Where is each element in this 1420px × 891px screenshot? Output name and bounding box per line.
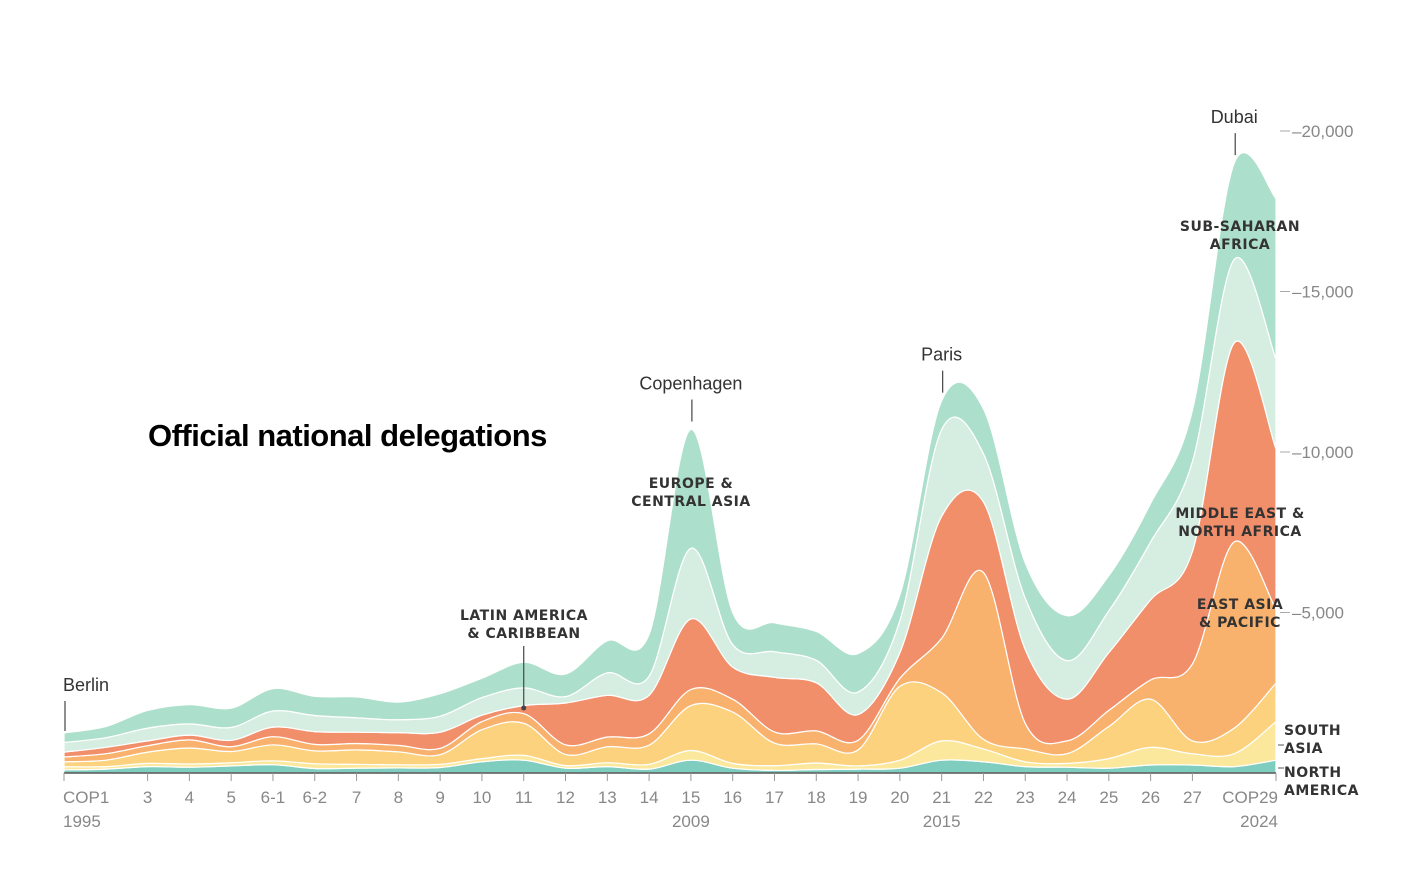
series-label-line: AFRICA: [1210, 237, 1271, 253]
chart-title: Official national delegations: [148, 418, 547, 453]
x-tick-label: 8: [394, 788, 403, 807]
series-label-middle-east-and-north-africa: MIDDLE EAST & NORTH AFRICA: [1175, 506, 1304, 540]
series-label-line: AMERICA: [1284, 783, 1359, 799]
x-tick-label: 16: [723, 788, 742, 807]
x-tick-label: 9: [435, 788, 444, 807]
series-leader-dot: [521, 705, 527, 711]
y-tick-label: –20,000: [1292, 122, 1353, 141]
year-label: 2015: [923, 812, 961, 831]
series-label-line: ASIA: [1284, 741, 1323, 757]
series-label-europe-and-central-asia: EUROPE & CENTRAL ASIA: [631, 476, 750, 510]
x-tick-label: 24: [1058, 788, 1077, 807]
year-label: 2009: [672, 812, 710, 831]
x-tick-label: 25: [1099, 788, 1118, 807]
series-label-north-america: NORTH AMERICA: [1284, 765, 1359, 799]
y-tick-label: –10,000: [1292, 443, 1353, 462]
series-label-line: MIDDLE EAST &: [1175, 506, 1304, 522]
series-label-south-asia: SOUTH ASIA: [1284, 723, 1341, 757]
y-tick-label: –5,000: [1292, 604, 1344, 623]
series-label-line: EAST ASIA: [1197, 597, 1283, 613]
series-label-latin-america-and-caribbean: LATIN AMERICA & CARIBBEAN: [460, 608, 588, 642]
x-tick-label: COP29: [1222, 788, 1278, 807]
x-tick-label: 20: [890, 788, 909, 807]
series-label-line: NORTH: [1284, 765, 1342, 781]
area-europe-and-central-asia: [63, 152, 1277, 744]
x-tick-label: 22: [974, 788, 993, 807]
annotation-paris: Paris: [921, 345, 962, 365]
x-tick-label: 7: [352, 788, 361, 807]
x-tick-label: 19: [849, 788, 868, 807]
x-tick-label: 6-2: [302, 788, 327, 807]
x-axis: COP1 3 4 5 6-1 6-2 7 8 9 10 11 12 13 14 15 16 17 18 19 20 21…: [63, 773, 1278, 831]
x-tick-label: COP1: [63, 788, 109, 807]
stream-areas: [63, 152, 1277, 774]
series-label-line: NORTH AFRICA: [1178, 524, 1301, 540]
x-tick-label: 18: [807, 788, 826, 807]
x-tick-label: 27: [1183, 788, 1202, 807]
series-label-east-asia-and-pacific: EAST ASIA & PACIFIC: [1197, 597, 1283, 631]
series-label-line: SUB-SAHARAN: [1180, 219, 1300, 235]
year-label: 1995: [63, 812, 101, 831]
series-label-sub-saharan-africa: SUB-SAHARAN AFRICA: [1180, 219, 1300, 253]
x-tick-label: 12: [556, 788, 575, 807]
y-axis: –5,000 –10,000 –15,000 –20,000: [1280, 122, 1353, 623]
x-tick-label: 13: [598, 788, 617, 807]
x-tick-label: 3: [143, 788, 152, 807]
series-label-line: & CARIBBEAN: [467, 626, 580, 642]
series-label-line: EUROPE &: [649, 476, 734, 492]
x-tick-label: 23: [1016, 788, 1035, 807]
annotation-copenhagen: Copenhagen: [639, 374, 742, 394]
series-label-line: & PACIFIC: [1199, 615, 1281, 631]
annotation-dubai: Dubai: [1211, 107, 1258, 127]
y-tick-label: –15,000: [1292, 283, 1353, 302]
x-tick-label: 14: [640, 788, 659, 807]
year-label: 2024: [1240, 812, 1278, 831]
series-label-line: LATIN AMERICA: [460, 608, 588, 624]
series-label-line: SOUTH: [1284, 723, 1341, 739]
annotations: Berlin Copenhagen Paris Dubai: [63, 107, 1258, 731]
x-tick-label: 11: [515, 788, 533, 807]
series-labels: NORTH AMERICA SOUTH ASIA EAST ASIA & PACIFIC L…: [460, 219, 1359, 799]
x-tick-label: 4: [185, 788, 194, 807]
x-tick-label: 21: [932, 788, 951, 807]
x-tick-label: 5: [226, 788, 235, 807]
x-tick-label: 10: [472, 788, 491, 807]
annotation-berlin: Berlin: [63, 675, 109, 695]
x-tick-label: 6-1: [261, 788, 286, 807]
x-tick-label: 26: [1141, 788, 1160, 807]
series-label-line: CENTRAL ASIA: [631, 494, 750, 510]
x-tick-label: 15: [681, 788, 700, 807]
x-tick-label: 17: [765, 788, 784, 807]
